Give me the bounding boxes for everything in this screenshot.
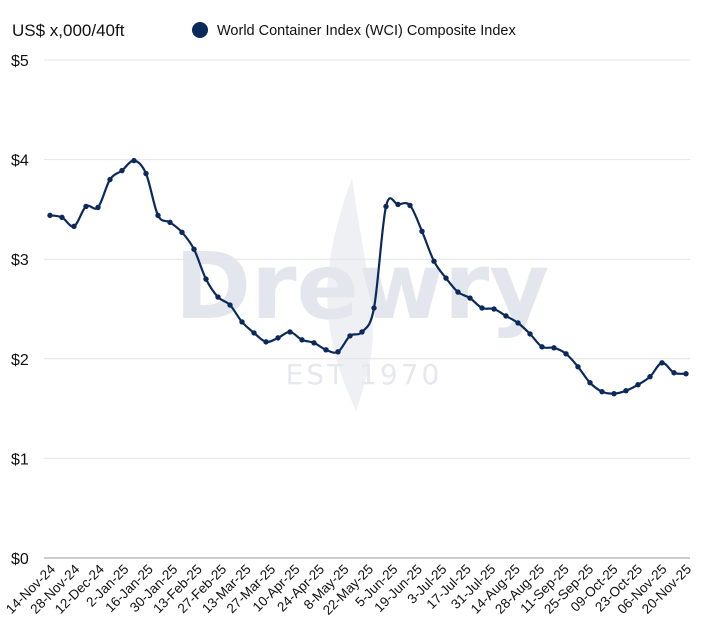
series-layer xyxy=(47,157,689,397)
data-point xyxy=(95,204,101,211)
data-point xyxy=(419,228,425,235)
data-point xyxy=(371,305,377,311)
x-axis-tick-labels: 14-Nov-2428-Nov-2412-Dec-242-Jan-2516-Ja… xyxy=(3,561,694,618)
grid-lines xyxy=(44,59,690,559)
data-point xyxy=(659,360,665,366)
data-point xyxy=(83,203,89,210)
data-point xyxy=(491,306,497,312)
y-axis-label: US$ x,000/40ft xyxy=(12,21,125,40)
data-point xyxy=(287,329,293,335)
data-point xyxy=(359,329,365,335)
y-tick-label: $1 xyxy=(11,451,29,468)
data-point xyxy=(683,371,689,377)
data-point xyxy=(323,347,329,353)
data-point xyxy=(527,331,533,337)
y-tick-label: $4 xyxy=(11,153,29,170)
data-point xyxy=(479,305,485,311)
data-point xyxy=(443,275,449,281)
data-point xyxy=(119,167,125,174)
data-point xyxy=(299,337,305,343)
data-point xyxy=(515,320,521,326)
data-point xyxy=(503,313,509,319)
data-point xyxy=(335,349,341,355)
data-point xyxy=(671,370,677,376)
data-point xyxy=(563,351,569,357)
y-axis-tick-labels: $0 $1 $2 $3 $4 $5 xyxy=(11,53,29,568)
data-point xyxy=(407,202,413,209)
data-point xyxy=(383,203,389,210)
data-point xyxy=(623,387,629,394)
data-point xyxy=(239,319,245,325)
data-point xyxy=(215,294,221,300)
data-point xyxy=(467,295,473,301)
data-point xyxy=(227,302,233,308)
data-point xyxy=(647,374,653,380)
data-point xyxy=(179,229,185,236)
data-point xyxy=(311,340,317,346)
data-point xyxy=(59,214,65,221)
data-point xyxy=(539,344,545,350)
watermark-tagline: EST 1970 xyxy=(286,358,443,391)
data-point xyxy=(599,388,605,395)
data-point xyxy=(587,380,593,386)
data-point xyxy=(203,276,209,282)
watermark-logo-text: Drewry xyxy=(175,233,549,340)
data-point xyxy=(263,339,269,345)
data-point xyxy=(107,176,113,183)
y-tick-label: $0 xyxy=(11,551,29,568)
legend-label: World Container Index (WCI) Composite In… xyxy=(217,23,516,39)
legend: World Container Index (WCI) Composite In… xyxy=(192,22,516,39)
data-point xyxy=(575,364,581,370)
data-point xyxy=(455,289,461,295)
y-tick-label: $5 xyxy=(11,53,29,70)
data-point xyxy=(191,246,197,252)
data-point xyxy=(251,330,257,336)
legend-marker xyxy=(192,22,208,38)
data-point xyxy=(143,170,149,177)
data-point xyxy=(431,258,437,264)
y-tick-label: $2 xyxy=(11,352,29,369)
data-point xyxy=(131,157,137,164)
data-point xyxy=(47,212,53,219)
data-point xyxy=(395,201,401,208)
data-point xyxy=(167,219,173,226)
data-point xyxy=(347,333,353,339)
drewry-watermark: Drewry EST 1970 xyxy=(175,178,549,412)
data-point xyxy=(71,223,77,230)
data-point xyxy=(551,345,557,351)
data-point xyxy=(155,212,161,219)
data-point xyxy=(635,382,641,388)
data-point xyxy=(611,390,617,397)
data-point xyxy=(275,335,281,341)
y-tick-label: $3 xyxy=(11,252,29,269)
